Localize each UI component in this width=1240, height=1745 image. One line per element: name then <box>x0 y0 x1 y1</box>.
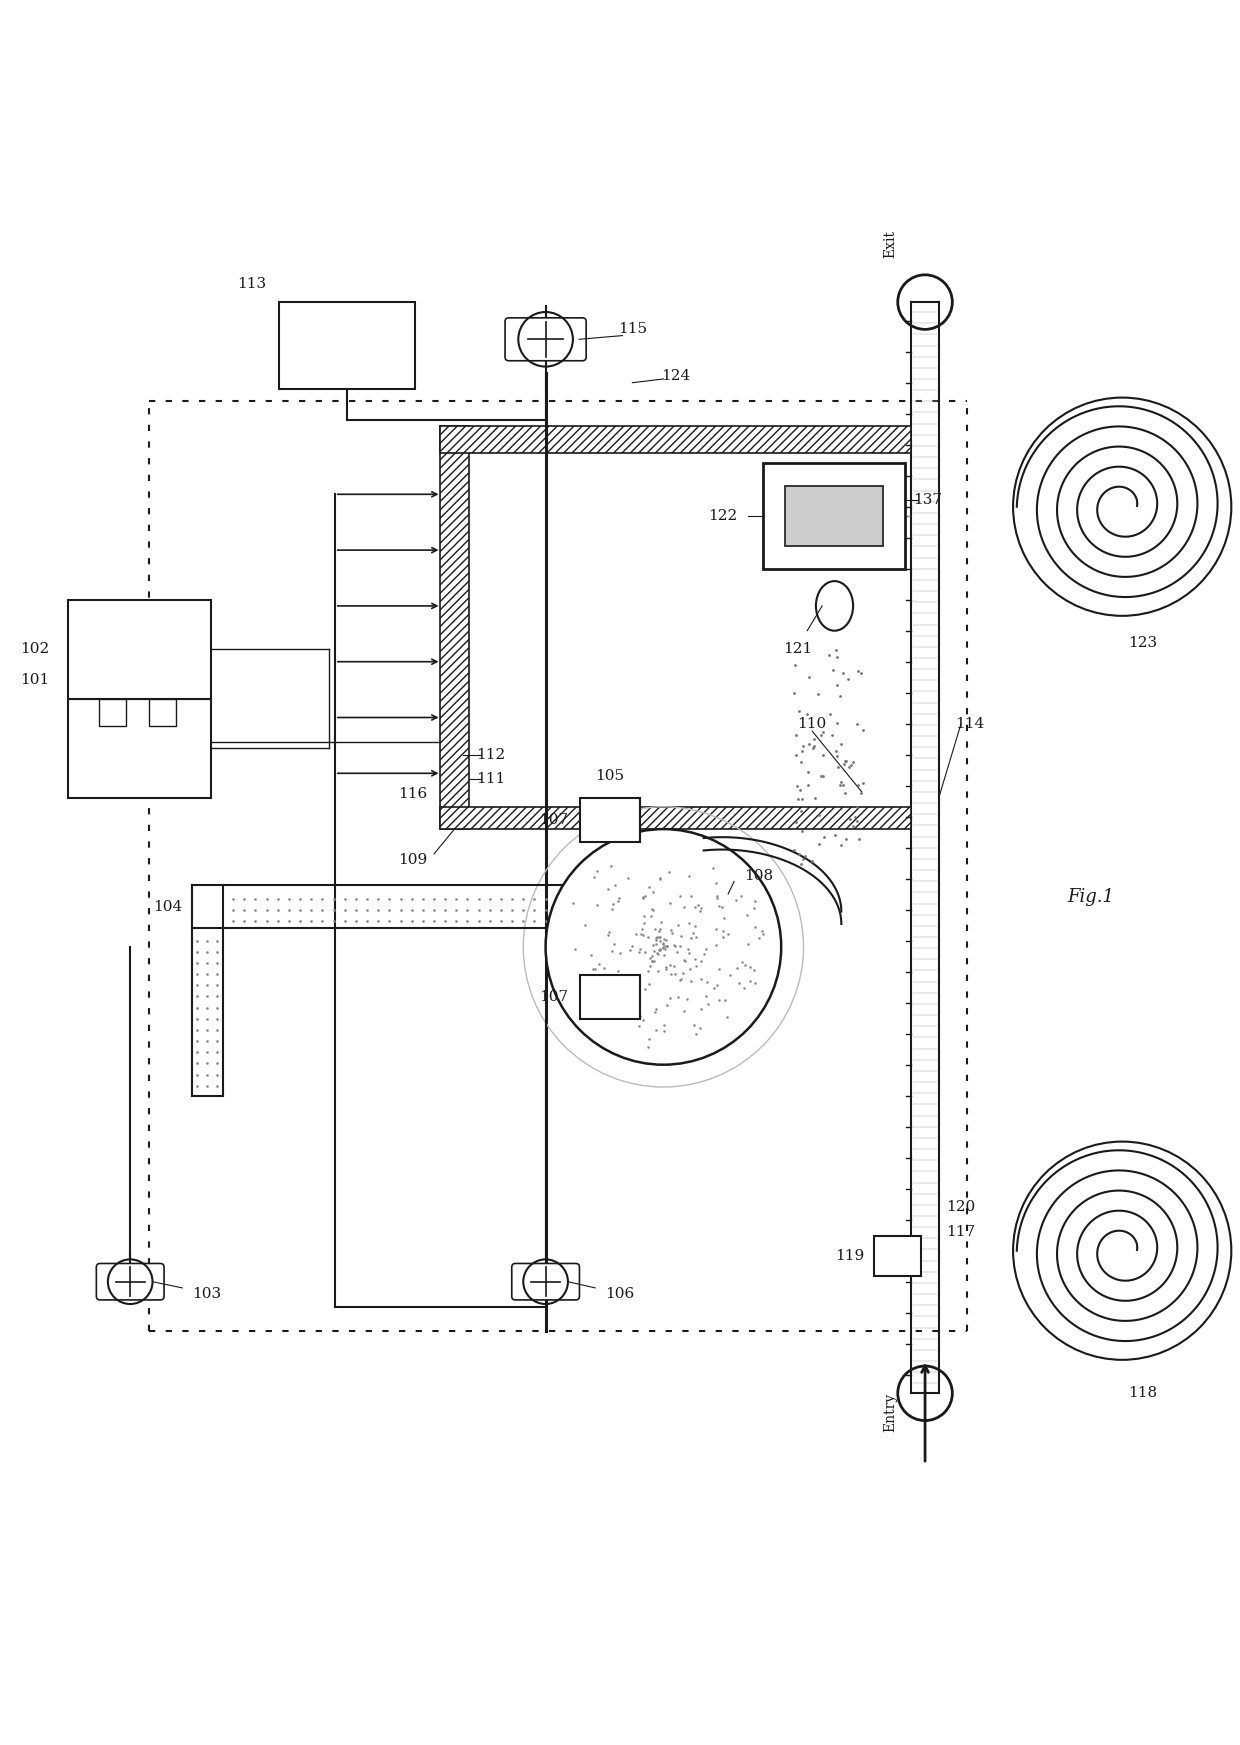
Text: 112: 112 <box>476 747 506 763</box>
Bar <box>99 700 126 726</box>
Text: 101: 101 <box>20 674 50 688</box>
Text: Entry: Entry <box>883 1393 898 1431</box>
Text: 118: 118 <box>1128 1386 1157 1399</box>
Text: 122: 122 <box>708 510 738 524</box>
Text: 108: 108 <box>744 869 774 883</box>
Bar <box>149 700 176 726</box>
Text: 109: 109 <box>398 853 428 867</box>
Text: 117: 117 <box>946 1225 976 1239</box>
Bar <box>440 426 911 454</box>
Bar <box>440 806 911 829</box>
Bar <box>440 426 469 829</box>
Bar <box>874 1235 921 1276</box>
Bar <box>68 700 211 797</box>
Bar <box>580 975 640 1019</box>
FancyBboxPatch shape <box>512 1263 579 1300</box>
Text: 120: 120 <box>946 1201 976 1215</box>
Text: 137: 137 <box>913 494 942 508</box>
Text: 119: 119 <box>835 1249 864 1263</box>
Bar <box>763 464 905 569</box>
Text: 111: 111 <box>476 773 506 787</box>
Text: 115: 115 <box>618 323 647 337</box>
Bar <box>68 600 211 700</box>
Text: 124: 124 <box>661 370 691 384</box>
Text: 116: 116 <box>398 787 428 801</box>
Text: 103: 103 <box>192 1288 221 1302</box>
Text: 123: 123 <box>1128 637 1157 651</box>
Bar <box>580 797 640 841</box>
Bar <box>279 302 415 389</box>
Text: 110: 110 <box>797 717 827 731</box>
Text: 121: 121 <box>782 642 812 656</box>
Text: 107: 107 <box>539 989 568 1003</box>
Bar <box>785 485 883 546</box>
Text: 107: 107 <box>539 813 568 827</box>
Text: 104: 104 <box>153 900 182 914</box>
Text: Exit: Exit <box>883 230 898 258</box>
Bar <box>440 426 469 829</box>
Bar <box>440 806 911 829</box>
Text: 113: 113 <box>238 276 267 290</box>
Text: 102: 102 <box>20 642 50 656</box>
Text: 105: 105 <box>595 770 625 784</box>
Bar <box>440 426 911 454</box>
FancyBboxPatch shape <box>97 1263 164 1300</box>
Text: Fig.1: Fig.1 <box>1068 888 1115 906</box>
Circle shape <box>546 829 781 1064</box>
Text: 106: 106 <box>605 1288 635 1302</box>
Text: 114: 114 <box>955 717 985 731</box>
FancyBboxPatch shape <box>505 318 587 361</box>
